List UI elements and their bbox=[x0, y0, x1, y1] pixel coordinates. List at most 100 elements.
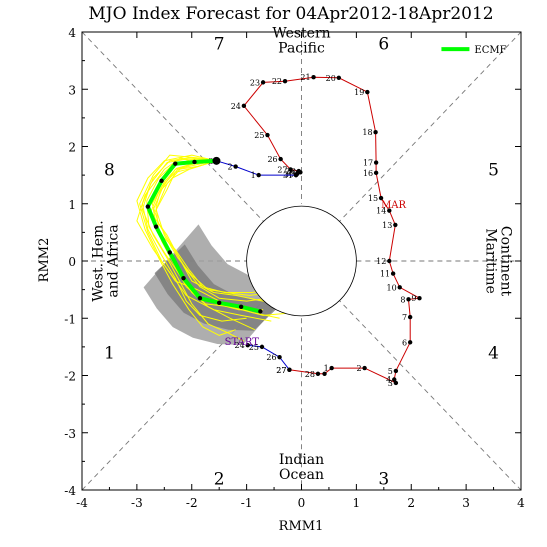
x-tick-label: 4 bbox=[517, 496, 525, 510]
observed-day-label: 27 bbox=[276, 366, 286, 375]
observed-day-label: 4 bbox=[386, 376, 391, 385]
observed-point bbox=[278, 156, 283, 162]
observed-day-label: 1 bbox=[324, 364, 329, 373]
observed-day-label: 12 bbox=[376, 257, 386, 266]
region-label-line: and Africa bbox=[105, 224, 121, 297]
region-label: Maritime Continent bbox=[483, 226, 514, 297]
observed-day-label: 6 bbox=[402, 338, 407, 347]
x-tick-label: -3 bbox=[131, 496, 143, 510]
observed-day-label: 22 bbox=[272, 77, 282, 86]
phase-number-3: 3 bbox=[378, 470, 389, 490]
ensemble-mean-point bbox=[153, 224, 159, 229]
region-label-line: Indian bbox=[279, 452, 324, 468]
start-link-point bbox=[259, 344, 265, 350]
observed-point bbox=[260, 80, 266, 85]
forecast-start-point bbox=[212, 156, 221, 165]
observed-day-label: 2 bbox=[357, 364, 362, 373]
observed-day-label: 28 bbox=[286, 167, 296, 176]
observed-day-label: 29 bbox=[287, 168, 297, 177]
phase-number-8: 8 bbox=[104, 160, 115, 180]
observed-point bbox=[397, 285, 402, 290]
observed-point bbox=[311, 75, 316, 80]
region-label-line: West. Hem. bbox=[90, 220, 106, 301]
start-link-point bbox=[245, 342, 250, 348]
observed-day-label: 8 bbox=[400, 295, 405, 304]
ensemble-member-line bbox=[155, 160, 283, 293]
ensemble-mean-point bbox=[258, 309, 263, 314]
legend-label: ECMF bbox=[474, 45, 506, 56]
y-tick-label: -3 bbox=[64, 427, 76, 441]
observed-point bbox=[241, 103, 247, 109]
legend: ECMF bbox=[441, 45, 507, 56]
phase-number-4: 4 bbox=[488, 344, 499, 364]
phase-number-1: 1 bbox=[104, 344, 115, 364]
x-tick-label: -4 bbox=[76, 496, 88, 510]
x-tick-label: 1 bbox=[353, 496, 361, 510]
x-tick-label: 2 bbox=[407, 496, 415, 510]
unit-circle bbox=[246, 205, 357, 317]
observed-point bbox=[365, 89, 370, 95]
ensemble-mean-line bbox=[145, 158, 261, 314]
observed-point bbox=[393, 368, 399, 374]
observed-point bbox=[390, 271, 396, 276]
start-day-label: 25 bbox=[249, 343, 259, 352]
start-link-point bbox=[277, 354, 282, 360]
observed-point bbox=[378, 195, 384, 201]
observed-day-label: 14 bbox=[376, 207, 386, 216]
observed-day-label: 25 bbox=[254, 131, 264, 140]
observed-day-label: 13 bbox=[382, 221, 392, 230]
x-tick-label: 3 bbox=[462, 496, 470, 510]
observed-day-label: 7 bbox=[402, 313, 407, 322]
observed-day-label: 27 bbox=[277, 165, 287, 174]
y-axis-label: RMM2 bbox=[37, 238, 52, 283]
x-axis-label: RMM1 bbox=[279, 519, 324, 534]
ensemble-mean-point bbox=[159, 178, 164, 184]
ensemble-member-line bbox=[136, 154, 236, 336]
ensemble-mean-point bbox=[173, 161, 178, 166]
ensemble-mean-point bbox=[238, 304, 244, 309]
region-label-line: Continent bbox=[498, 226, 514, 297]
forecast-link-point bbox=[293, 172, 299, 178]
observed-point bbox=[298, 170, 303, 175]
region-label-line: Ocean bbox=[279, 467, 324, 483]
y-tick-label: 0 bbox=[68, 255, 76, 269]
forecast-link-point bbox=[256, 172, 261, 178]
observed-point bbox=[387, 258, 392, 264]
observed-day-label: 21 bbox=[300, 73, 310, 82]
observed-point bbox=[417, 296, 422, 301]
observed-point bbox=[336, 75, 342, 81]
ensemble-mean-point bbox=[216, 300, 222, 305]
observed-day-label: 31 bbox=[283, 171, 293, 180]
observed-point bbox=[373, 160, 379, 165]
y-tick-label: -2 bbox=[64, 370, 76, 384]
x-tick-label: -2 bbox=[186, 496, 198, 510]
forecast-day-label: 1 bbox=[251, 171, 256, 180]
observed-point bbox=[392, 377, 397, 382]
observed-point bbox=[393, 380, 399, 386]
phase-number-5: 5 bbox=[488, 160, 499, 180]
observed-point bbox=[407, 340, 413, 345]
observed-point bbox=[282, 79, 288, 84]
ensemble-member-line bbox=[151, 160, 269, 302]
start-link-line bbox=[247, 344, 290, 371]
observed-point bbox=[322, 371, 327, 376]
observed-day-label: 10 bbox=[387, 283, 397, 292]
observed-day-label: 11 bbox=[380, 270, 390, 279]
ensemble-mean-point bbox=[192, 159, 197, 165]
y-tick-label: -4 bbox=[64, 484, 76, 498]
observed-point bbox=[265, 132, 270, 138]
x-tick-label: -1 bbox=[241, 496, 253, 510]
phase-number-2: 2 bbox=[214, 470, 225, 490]
observed-day-label: 16 bbox=[363, 169, 373, 178]
observed-day-label: 17 bbox=[363, 159, 373, 168]
observed-point bbox=[315, 371, 321, 376]
ensemble-member-line bbox=[141, 157, 247, 322]
observed-point bbox=[329, 365, 334, 371]
chart-title: MJO Index Forecast for 04Apr2012-18Apr20… bbox=[88, 4, 493, 24]
ensemble-mean-point bbox=[197, 296, 203, 301]
y-tick-label: -1 bbox=[64, 312, 76, 326]
